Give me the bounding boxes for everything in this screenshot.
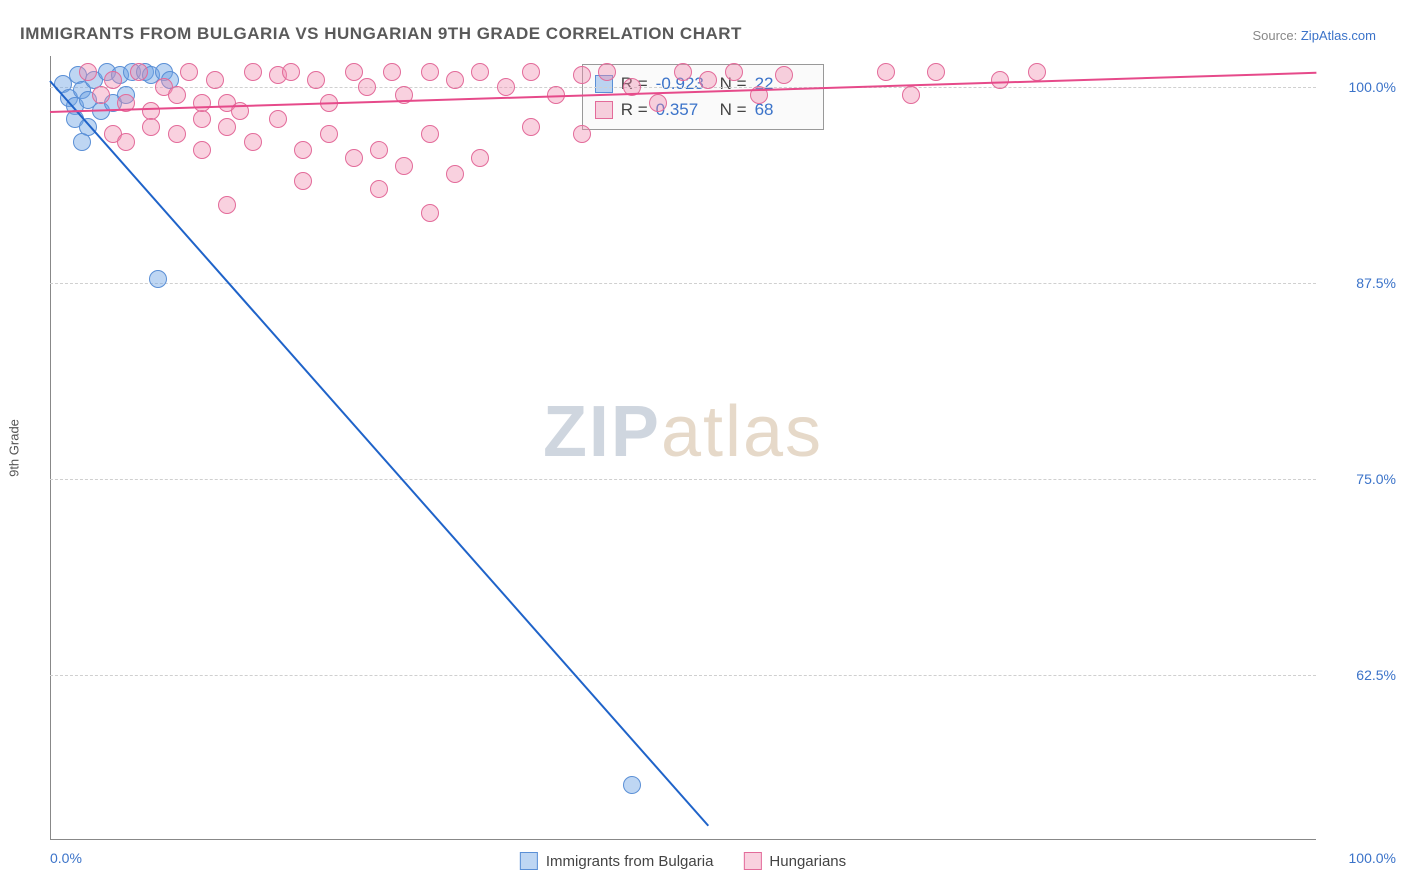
scatter-point (193, 141, 211, 159)
scatter-point (294, 172, 312, 190)
scatter-point (130, 63, 148, 81)
scatter-point (345, 149, 363, 167)
scatter-point (522, 118, 540, 136)
scatter-point (649, 94, 667, 112)
source-prefix: Source: (1252, 28, 1300, 43)
source-attribution: Source: ZipAtlas.com (1252, 28, 1376, 43)
scatter-point (104, 71, 122, 89)
scatter-point (218, 196, 236, 214)
legend-label: Immigrants from Bulgaria (546, 853, 714, 870)
legend-item: Hungarians (743, 852, 846, 870)
scatter-point (142, 118, 160, 136)
scatter-point (902, 86, 920, 104)
gridline-h (50, 675, 1316, 676)
scatter-point (991, 71, 1009, 89)
scatter-point (244, 63, 262, 81)
x-tick-max: 100.0% (1349, 850, 1396, 866)
scatter-point (699, 71, 717, 89)
scatter-point (149, 270, 167, 288)
scatter-point (573, 66, 591, 84)
legend-swatch-icon (743, 852, 761, 870)
scatter-point (395, 157, 413, 175)
scatter-point (320, 125, 338, 143)
watermark-text: ZIPatlas (543, 391, 823, 473)
scatter-point (383, 63, 401, 81)
scatter-point (775, 66, 793, 84)
scatter-point (180, 63, 198, 81)
scatter-point (674, 63, 692, 81)
scatter-point (282, 63, 300, 81)
x-axis-line (50, 839, 1316, 840)
scatter-point (206, 71, 224, 89)
scatter-point (193, 94, 211, 112)
gridline-h (50, 87, 1316, 88)
scatter-point (307, 71, 325, 89)
y-axis-label: 9th Grade (7, 419, 22, 477)
scatter-point (725, 63, 743, 81)
scatter-point (421, 63, 439, 81)
chart-title: IMMIGRANTS FROM BULGARIA VS HUNGARIAN 9T… (20, 24, 742, 44)
scatter-point (522, 63, 540, 81)
scatter-point (269, 110, 287, 128)
scatter-point (1028, 63, 1046, 81)
scatter-point (193, 110, 211, 128)
scatter-point (218, 118, 236, 136)
legend-item: Immigrants from Bulgaria (520, 852, 714, 870)
scatter-point (421, 204, 439, 222)
scatter-point (79, 63, 97, 81)
scatter-point (117, 133, 135, 151)
scatter-point (446, 165, 464, 183)
source-link[interactable]: ZipAtlas.com (1301, 28, 1376, 43)
scatter-point (345, 63, 363, 81)
watermark-zip: ZIP (543, 392, 661, 472)
scatter-point (370, 141, 388, 159)
y-tick-label: 75.0% (1356, 471, 1396, 487)
gridline-h (50, 479, 1316, 480)
scatter-point (168, 86, 186, 104)
y-tick-label: 87.5% (1356, 275, 1396, 291)
legend: Immigrants from Bulgaria Hungarians (520, 852, 846, 870)
scatter-point (358, 78, 376, 96)
scatter-point (244, 133, 262, 151)
y-tick-label: 100.0% (1349, 79, 1396, 95)
scatter-point (446, 71, 464, 89)
scatter-point (421, 125, 439, 143)
scatter-point (497, 78, 515, 96)
stats-swatch-icon (595, 101, 613, 119)
scatter-point (92, 86, 110, 104)
gridline-h (50, 283, 1316, 284)
scatter-point (370, 180, 388, 198)
chart-plot-area: 9th Grade ZIPatlas 0.0% 100.0% Immigrant… (50, 56, 1316, 840)
y-axis-line (50, 56, 51, 840)
scatter-point (877, 63, 895, 81)
scatter-point (471, 63, 489, 81)
stats-row: R = 0.357 N = 68 (595, 97, 811, 123)
scatter-point (598, 63, 616, 81)
scatter-point (471, 149, 489, 167)
watermark-atlas: atlas (661, 392, 823, 472)
scatter-point (623, 776, 641, 794)
legend-swatch-icon (520, 852, 538, 870)
scatter-point (573, 125, 591, 143)
x-tick-min: 0.0% (50, 850, 82, 866)
scatter-point (294, 141, 312, 159)
scatter-point (73, 133, 91, 151)
y-tick-label: 62.5% (1356, 667, 1396, 683)
legend-label: Hungarians (769, 853, 846, 870)
stats-r-label: R = (621, 97, 648, 123)
scatter-point (168, 125, 186, 143)
scatter-point (927, 63, 945, 81)
stats-n-label: N = (720, 97, 747, 123)
